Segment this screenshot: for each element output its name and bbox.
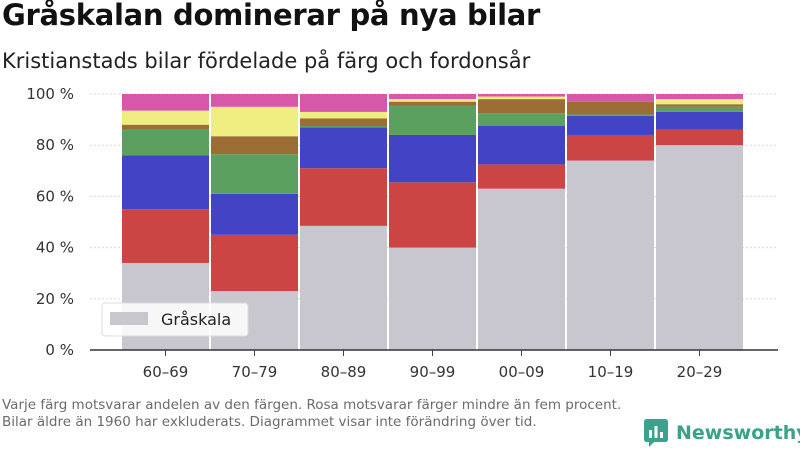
legend-box [101,302,249,337]
chart-subtitle: Kristianstads bilar fördelade på färg oc… [2,49,531,73]
footnote: Varje färg motsvarar andelen av den färg… [2,397,622,430]
bar-segment [300,111,387,119]
bar-segment [567,115,654,135]
y-tick-label: 0 % [45,341,74,359]
bar-segment [211,136,298,155]
bar-segment [389,105,476,135]
bar-segment [656,106,743,112]
bar-segment [478,96,565,100]
bar-segment [656,111,743,130]
bar-segment [567,134,654,161]
bar-segment [478,126,565,165]
bar-segment [211,94,298,107]
brand-name: Newsworthy [676,422,800,444]
y-tick-label: 20 % [36,290,74,308]
bar-segment [122,110,209,125]
legend-label: Gråskala [161,310,231,329]
bar-segment [567,94,654,102]
bar-segment [656,99,743,105]
bar-segment [567,101,654,115]
bar-segment [300,168,387,226]
bar-segment [656,129,743,146]
bar-segment [122,94,209,111]
bar-segment [478,99,565,114]
chart-title: Gråskalan dominerar på nya bilar [2,0,541,32]
bar-segment [478,164,565,189]
bar-segment [656,145,743,350]
stacked-bar-chart: 0 % 20 % 40 % 60 % 80 % 100 % 60–69 70–79 80–89 9… [26,85,778,381]
bar-segment [211,154,298,194]
bar-segment [389,99,476,102]
y-tick-label: 60 % [36,187,74,205]
bar-segment [656,104,743,107]
x-tick-label: 60–69 [143,363,189,381]
bar-segment [389,94,476,100]
bar-segment [300,94,387,112]
x-tick-label: 10–19 [588,363,634,381]
legend-swatch [110,312,148,325]
x-tick-label: 80–89 [321,363,367,381]
bar-segment [389,134,476,183]
bar-segment [122,129,209,156]
newsworthy-logo-icon [644,419,668,447]
bar-segment [122,124,209,130]
bar-segment [300,225,387,350]
bar-segment [656,94,743,100]
brand-logo: Newsworthy [644,419,800,447]
bar-segment [567,160,654,350]
bar-segment [300,127,387,169]
bar-segment [211,193,298,235]
bar-segment [567,114,654,116]
bar-segment [389,101,476,106]
y-tick-label: 80 % [36,136,74,154]
bar-segment [122,155,209,210]
x-tick-label: 20–29 [677,363,723,381]
bar-segment [300,126,387,128]
bar-segment [122,209,209,263]
bar-segment [211,234,298,292]
bar-segment [389,182,476,248]
bar-segment [478,113,565,126]
legend: Gråskala [101,302,249,337]
bar-segment [389,247,476,350]
bar-segment [300,118,387,126]
y-tick-label: 40 % [36,239,74,257]
x-tick-label: 70–79 [232,363,278,381]
x-tick-label: 90–99 [410,363,456,381]
bar-segment [478,94,565,97]
x-tick-label: 00–09 [499,363,545,381]
bar-segment [211,106,298,137]
bar-segment [478,188,565,350]
y-tick-label: 100 % [26,85,74,103]
